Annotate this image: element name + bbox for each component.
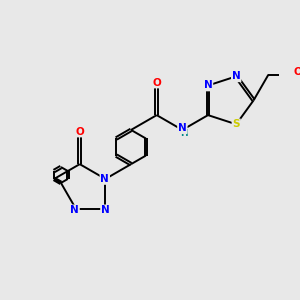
Text: N: N — [101, 206, 110, 215]
Text: N: N — [232, 71, 241, 81]
Text: S: S — [232, 119, 240, 129]
Text: N: N — [100, 174, 109, 184]
Text: N: N — [70, 206, 79, 215]
Text: O: O — [152, 77, 161, 88]
Text: O: O — [294, 67, 300, 77]
Text: O: O — [75, 127, 84, 136]
Text: H: H — [180, 129, 188, 138]
Text: N: N — [178, 123, 187, 133]
Text: N: N — [204, 80, 212, 91]
